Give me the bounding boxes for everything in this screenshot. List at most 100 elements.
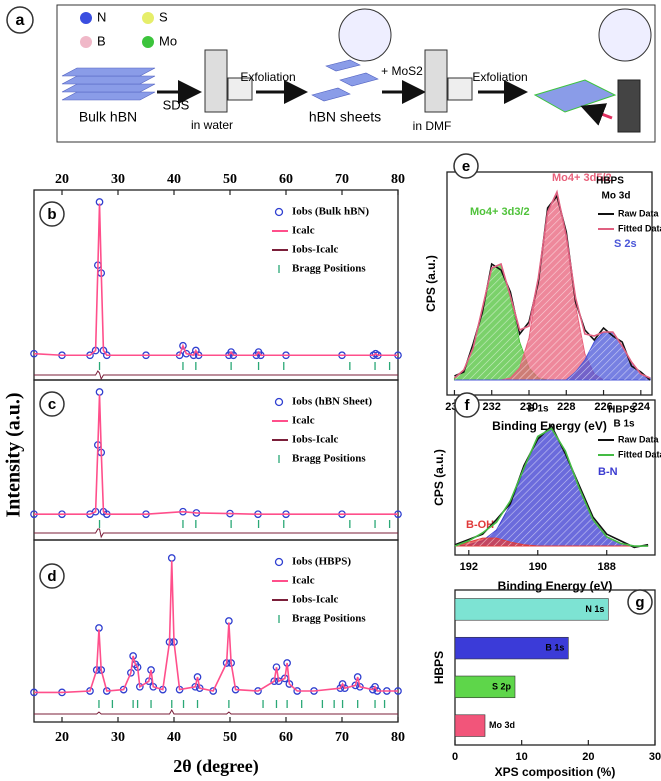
- atom-icon: [80, 12, 92, 24]
- difference-line: [34, 528, 398, 539]
- legend-label: Icalc: [292, 225, 315, 237]
- bar: [454, 598, 609, 621]
- series-line: [34, 394, 398, 516]
- hetero-sheet: [533, 79, 617, 113]
- atom-label: B: [97, 33, 106, 48]
- legend-label: Iobs (hBN Sheet): [292, 396, 372, 408]
- vial: [617, 79, 641, 133]
- step-label: in DMF: [413, 119, 452, 133]
- step-label: Bulk hBN: [79, 109, 137, 125]
- atom-icon: [142, 12, 154, 24]
- atom-label: S: [159, 9, 168, 24]
- x-axis-label: Binding Energy (eV): [498, 579, 613, 593]
- plot-frame: [33, 539, 399, 723]
- x-tick-label: 192: [460, 561, 478, 573]
- x-tick-label: 30: [649, 751, 661, 763]
- plot-frame: [454, 399, 656, 556]
- legend-label: Fitted Data: [618, 223, 661, 233]
- observed-point: [338, 680, 347, 688]
- legend-label: Bragg Positions: [292, 263, 366, 275]
- x-tick-label: 10: [516, 751, 528, 763]
- sheets: [311, 59, 379, 102]
- panel-badge: [39, 391, 65, 417]
- component-label: B-N: [598, 466, 618, 478]
- bar: [454, 714, 486, 737]
- legend-label: Iobs-Icalc: [292, 434, 339, 446]
- bar-label: S 2p: [492, 681, 512, 691]
- series-line: [33, 203, 398, 357]
- x-tick-label: 50: [223, 730, 237, 745]
- atom-icon: [142, 36, 154, 48]
- atom-label: N: [97, 9, 106, 24]
- legend-icon: [274, 557, 284, 567]
- x-tick-label: 226: [594, 401, 612, 413]
- component-label: S 2s: [614, 238, 637, 250]
- x-tick-label: 60: [279, 172, 293, 187]
- x-tick-label: 20: [582, 751, 594, 763]
- x-tick-label: 190: [529, 561, 547, 573]
- component-label: B-OH: [466, 519, 494, 531]
- annotation: HBPS: [608, 405, 636, 416]
- zoom: [598, 8, 652, 62]
- panel-letter: c: [48, 396, 56, 413]
- hatch: [454, 332, 651, 380]
- difference-line: [34, 370, 398, 381]
- annotation: Mo 3d: [602, 191, 631, 202]
- x-axis-label: 2θ (degree): [173, 756, 259, 777]
- observed-point: [95, 388, 104, 396]
- panel-badge: [627, 589, 653, 615]
- y-axis-label: CPS (a.u.): [424, 255, 438, 312]
- bar: [454, 675, 516, 699]
- difference-line: [34, 708, 398, 715]
- device: [227, 77, 253, 101]
- x-tick-label: 20: [55, 172, 69, 187]
- x-tick-label: 40: [167, 730, 181, 745]
- legend-label: Iobs (Bulk hBN): [292, 206, 369, 218]
- sonicator: [424, 49, 448, 113]
- plot-frame: [454, 589, 656, 746]
- component-label: Mo4+ 3d5/2: [552, 172, 612, 184]
- panel-badge: [453, 153, 479, 179]
- panel-badge: [39, 201, 65, 227]
- x-tick-label: 40: [167, 172, 181, 187]
- hatch: [454, 192, 651, 380]
- panel-badge: [39, 563, 65, 589]
- legend-label: Iobs-Icalc: [292, 594, 339, 606]
- step-label: hBN sheets: [309, 109, 381, 125]
- atom-icon: [80, 36, 92, 48]
- legend-icon: [274, 397, 284, 407]
- x-tick-label: 230: [520, 401, 538, 413]
- atom-label: Mo: [159, 33, 177, 48]
- series-line: [454, 427, 649, 547]
- x-tick-label: 80: [391, 172, 405, 187]
- step-label: in water: [191, 118, 233, 132]
- legend-label: Icalc: [292, 415, 315, 427]
- x-axis-label: Binding Energy (eV): [492, 419, 607, 433]
- x-tick-label: 188: [598, 561, 616, 573]
- x-tick-label: 30: [111, 730, 125, 745]
- panel-letter: g: [635, 594, 644, 611]
- sonicator: [204, 49, 228, 113]
- panel-badge: [454, 392, 480, 418]
- x-tick-label: 80: [391, 730, 405, 745]
- zoom: [338, 8, 392, 62]
- panel-letter: f: [465, 397, 471, 414]
- bar: [454, 636, 569, 660]
- bar-label: B 1s: [545, 643, 564, 653]
- hatch: [454, 264, 651, 380]
- x-tick-label: 50: [223, 172, 237, 187]
- x-tick-label: 20: [55, 730, 69, 745]
- legend-label: Icalc: [292, 575, 315, 587]
- step-label: Exfoliation: [240, 70, 295, 84]
- step-label: Exfoliation: [472, 70, 527, 84]
- legend-icon: [274, 207, 284, 217]
- panel-letter: a: [16, 12, 25, 29]
- component-label: Mo4+ 3d3/2: [470, 206, 530, 218]
- observed-point: [340, 684, 349, 693]
- observed-point: [167, 554, 176, 562]
- y-axis-label: HBPS: [432, 651, 446, 684]
- x-tick-label: 0: [452, 751, 458, 763]
- y-axis-label: Intensity (a.u.): [3, 392, 25, 517]
- observed-point: [371, 682, 379, 691]
